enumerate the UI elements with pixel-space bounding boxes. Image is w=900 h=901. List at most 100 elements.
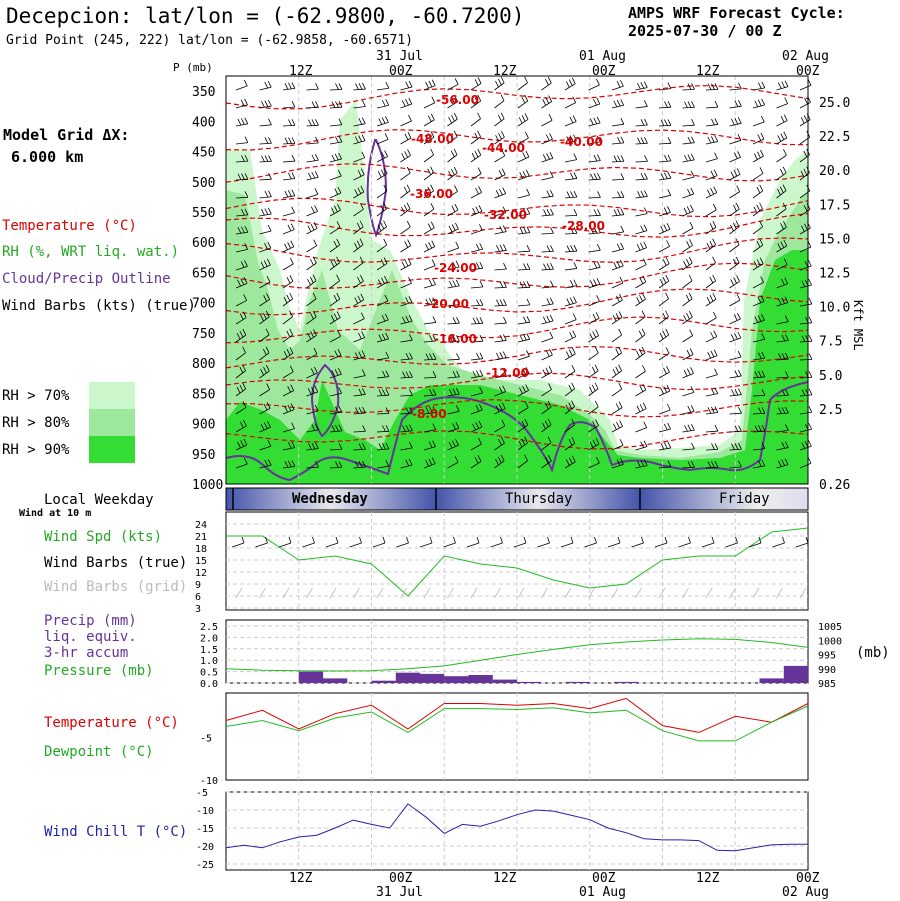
wind-barb xyxy=(259,124,272,127)
wind-barb-feather xyxy=(425,460,430,467)
wind-barb-feather xyxy=(545,134,550,141)
wind-barb-feather xyxy=(382,389,386,396)
wind-barb xyxy=(541,442,552,451)
wind-barb-feather xyxy=(571,418,576,426)
wind-barb-feather xyxy=(572,115,577,122)
wind-barb xyxy=(353,191,365,199)
wind-barb xyxy=(635,160,648,163)
wind-barb-feather xyxy=(617,155,621,162)
wind-barb-feather xyxy=(432,406,437,413)
wind-barb xyxy=(517,137,529,145)
wind-barb xyxy=(400,301,413,307)
wind-barb xyxy=(423,119,435,127)
wind-barb-feather xyxy=(686,349,691,357)
wind-barb-feather xyxy=(761,314,765,321)
wind-barb-feather xyxy=(451,114,455,122)
top-hour-3: 12Z xyxy=(493,64,517,79)
wind-barb xyxy=(776,137,788,145)
wind-barb-feather xyxy=(759,257,764,264)
wind-barb xyxy=(353,174,365,181)
wind-barb-feather xyxy=(237,118,242,126)
wind-barb-feather xyxy=(783,131,788,139)
wind-barb-feather xyxy=(525,367,530,374)
wind-barb-feather xyxy=(732,222,737,230)
wind-barb-feather xyxy=(615,403,620,410)
wind-barb-feather xyxy=(261,208,265,216)
wind-barb xyxy=(658,194,671,199)
wind-barb-feather xyxy=(666,223,671,230)
wind-barb-feather xyxy=(781,389,786,396)
wind-barb-feather xyxy=(784,277,789,284)
wind-barb-feather xyxy=(307,333,312,340)
wind-barb xyxy=(235,334,247,343)
wind-barb xyxy=(447,340,460,343)
wind-barb xyxy=(494,118,505,127)
height-tick-label: 0.26 xyxy=(819,478,850,493)
wind-barb xyxy=(447,427,460,433)
wind-barb-feather xyxy=(455,279,460,287)
wind-barb-feather xyxy=(267,440,272,447)
precip-bar xyxy=(614,681,639,683)
wind-barb-feather xyxy=(360,293,365,301)
surface-wind-barb xyxy=(748,542,762,548)
surface-wind-barb xyxy=(419,542,433,548)
top-date-3: 02 Aug xyxy=(782,49,829,64)
wind-barb xyxy=(799,411,812,415)
wind-barb-feather xyxy=(479,261,484,269)
wind-barb xyxy=(447,209,459,217)
wind-barb-feather xyxy=(290,240,295,247)
wind-barb xyxy=(799,358,813,361)
wind-barb-feather xyxy=(547,418,552,425)
wind-barb-feather xyxy=(432,334,437,342)
wind-barb-feather xyxy=(573,227,578,234)
wind-barb-feather xyxy=(242,382,247,390)
wind-barb-feather xyxy=(383,184,388,192)
wind-barb-feather xyxy=(291,441,296,448)
wind-barb xyxy=(329,280,340,289)
wind-barb-feather xyxy=(525,150,530,158)
wind-barb-feather xyxy=(644,100,648,107)
wind-barb xyxy=(259,408,271,415)
wind-barb-feather xyxy=(310,223,315,231)
wind-barb xyxy=(423,340,436,343)
wind-barb-feather xyxy=(291,189,296,196)
wind-barb-feather xyxy=(524,454,528,461)
wind-barb-feather xyxy=(385,82,390,89)
wind-barb xyxy=(306,228,318,235)
wind-barb-feather xyxy=(360,203,364,210)
wind-barb-feather xyxy=(289,257,294,265)
wind-barb-feather xyxy=(639,295,643,302)
wind-barb-feather xyxy=(663,386,668,393)
wind-barb xyxy=(799,84,812,91)
wind-barb-feather xyxy=(784,80,789,87)
wind-barb-feather xyxy=(590,173,594,180)
wind-barb-feather xyxy=(526,188,530,196)
wind-barb-feather xyxy=(594,346,599,354)
wind-barb-feather xyxy=(408,315,413,322)
wind-barb-feather xyxy=(714,118,719,125)
wind-barb xyxy=(400,464,413,469)
wind-barb-feather xyxy=(242,364,246,371)
wind-barb-feather xyxy=(477,112,481,119)
wind-barb-feather xyxy=(691,461,695,468)
wind-barb-feather xyxy=(381,314,386,322)
wind-barb-feather xyxy=(331,207,335,214)
wind-barb-feather xyxy=(291,137,296,144)
wind-barb-feather xyxy=(290,403,295,410)
wind-barb xyxy=(282,352,294,361)
wind-barb-feather xyxy=(542,369,547,376)
wind-barb-feather xyxy=(781,81,786,88)
wind-barb xyxy=(611,160,625,163)
wind-barb-feather xyxy=(618,382,623,390)
wind-barb xyxy=(517,119,529,127)
wind-barb xyxy=(494,212,507,217)
wind-barb xyxy=(658,160,671,163)
wind-barb-feather xyxy=(615,313,620,320)
wind-barb-feather xyxy=(571,455,576,463)
wind-barb-feather xyxy=(404,151,408,158)
wind-barb-feather xyxy=(665,328,670,336)
wind-barb-feather xyxy=(761,81,766,89)
wind-barb xyxy=(541,214,554,217)
surface-wind-barb xyxy=(302,542,315,548)
wind-barb-feather xyxy=(640,190,645,198)
